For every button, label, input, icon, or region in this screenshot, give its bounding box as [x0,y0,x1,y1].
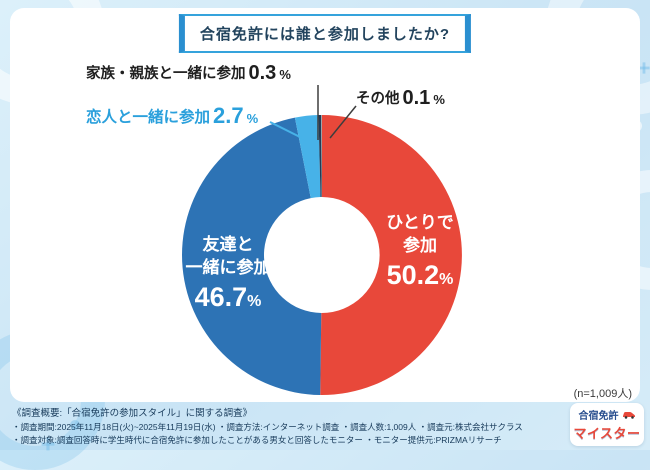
page-title-text: 合宿免許には誰と参加しましたか? [199,26,451,43]
brand-logo-top: 合宿免許 [579,407,636,422]
callout-family: 家族・親族と一緒に参加 0.3 % [86,62,291,84]
page-title: 合宿免許には誰と参加しましたか? [178,14,472,53]
slice-label-friends-name: 友達と 一緒に参加 [185,235,271,277]
brand-logo-text-top: 合宿免許 [578,411,619,422]
donut-segment-1 [182,117,322,395]
sample-size-note: (n=1,009人) [573,388,632,400]
survey-overview: 《調査概要:「合宿免許の参加スタイル」に関する調査》 [12,408,253,419]
slice-label-friends: 友達と 一緒に参加 46.7% [168,234,288,313]
callout-other-label: その他 [356,91,400,108]
car-icon [622,412,635,419]
slice-label-alone: ひとりで 参加 50.2% [366,212,474,291]
donut-segment-4 [321,115,322,197]
slice-label-alone-value: 50.2 [386,259,440,290]
callout-partner: 恋人と一緒に参加 2.7 % [86,103,259,128]
callout-family-unit: % [279,67,291,83]
brand-logo: 合宿免許 マイスター [570,403,644,446]
survey-details-line2: ・調査対象:調査回答時に学生時代に合宿免許に参加したことがある男女と回答したモニ… [12,435,502,446]
callout-partner-label: 恋人と一緒に参加 [86,109,211,127]
slice-label-alone-unit: % [439,270,454,288]
callout-partner-value: 2.7 [213,103,244,128]
slice-label-alone-percent: 50.2% [366,260,474,291]
slice-label-alone-name: ひとりで 参加 [386,213,454,255]
slice-label-friends-value: 46.7 [194,281,248,312]
callout-family-value: 0.3 [248,62,277,84]
callout-other: その他 0.1 % [356,87,445,109]
slice-label-friends-unit: % [247,292,262,310]
donut-segment-0 [320,115,462,395]
donut-segment-3 [318,115,322,198]
bg-decoration-plus [638,62,650,74]
survey-footer: 《調査概要:「合宿免許の参加スタイル」に関する調査》 ・調査期間:2025年11… [12,405,570,447]
donut-chart [182,115,462,395]
callout-partner-unit: % [246,110,259,126]
brand-logo-text-bottom: マイスター [573,426,641,441]
donut-chart-svg [182,115,462,395]
survey-details-line1: ・調査期間:2025年11月18日(火)~2025年11月19日(水) ・調査方… [12,422,523,432]
callout-family-label: 家族・親族と一緒に参加 [86,66,246,83]
callout-other-unit: % [433,92,445,108]
slice-label-friends-percent: 46.7% [168,282,288,313]
callout-other-value: 0.1 [402,87,431,109]
